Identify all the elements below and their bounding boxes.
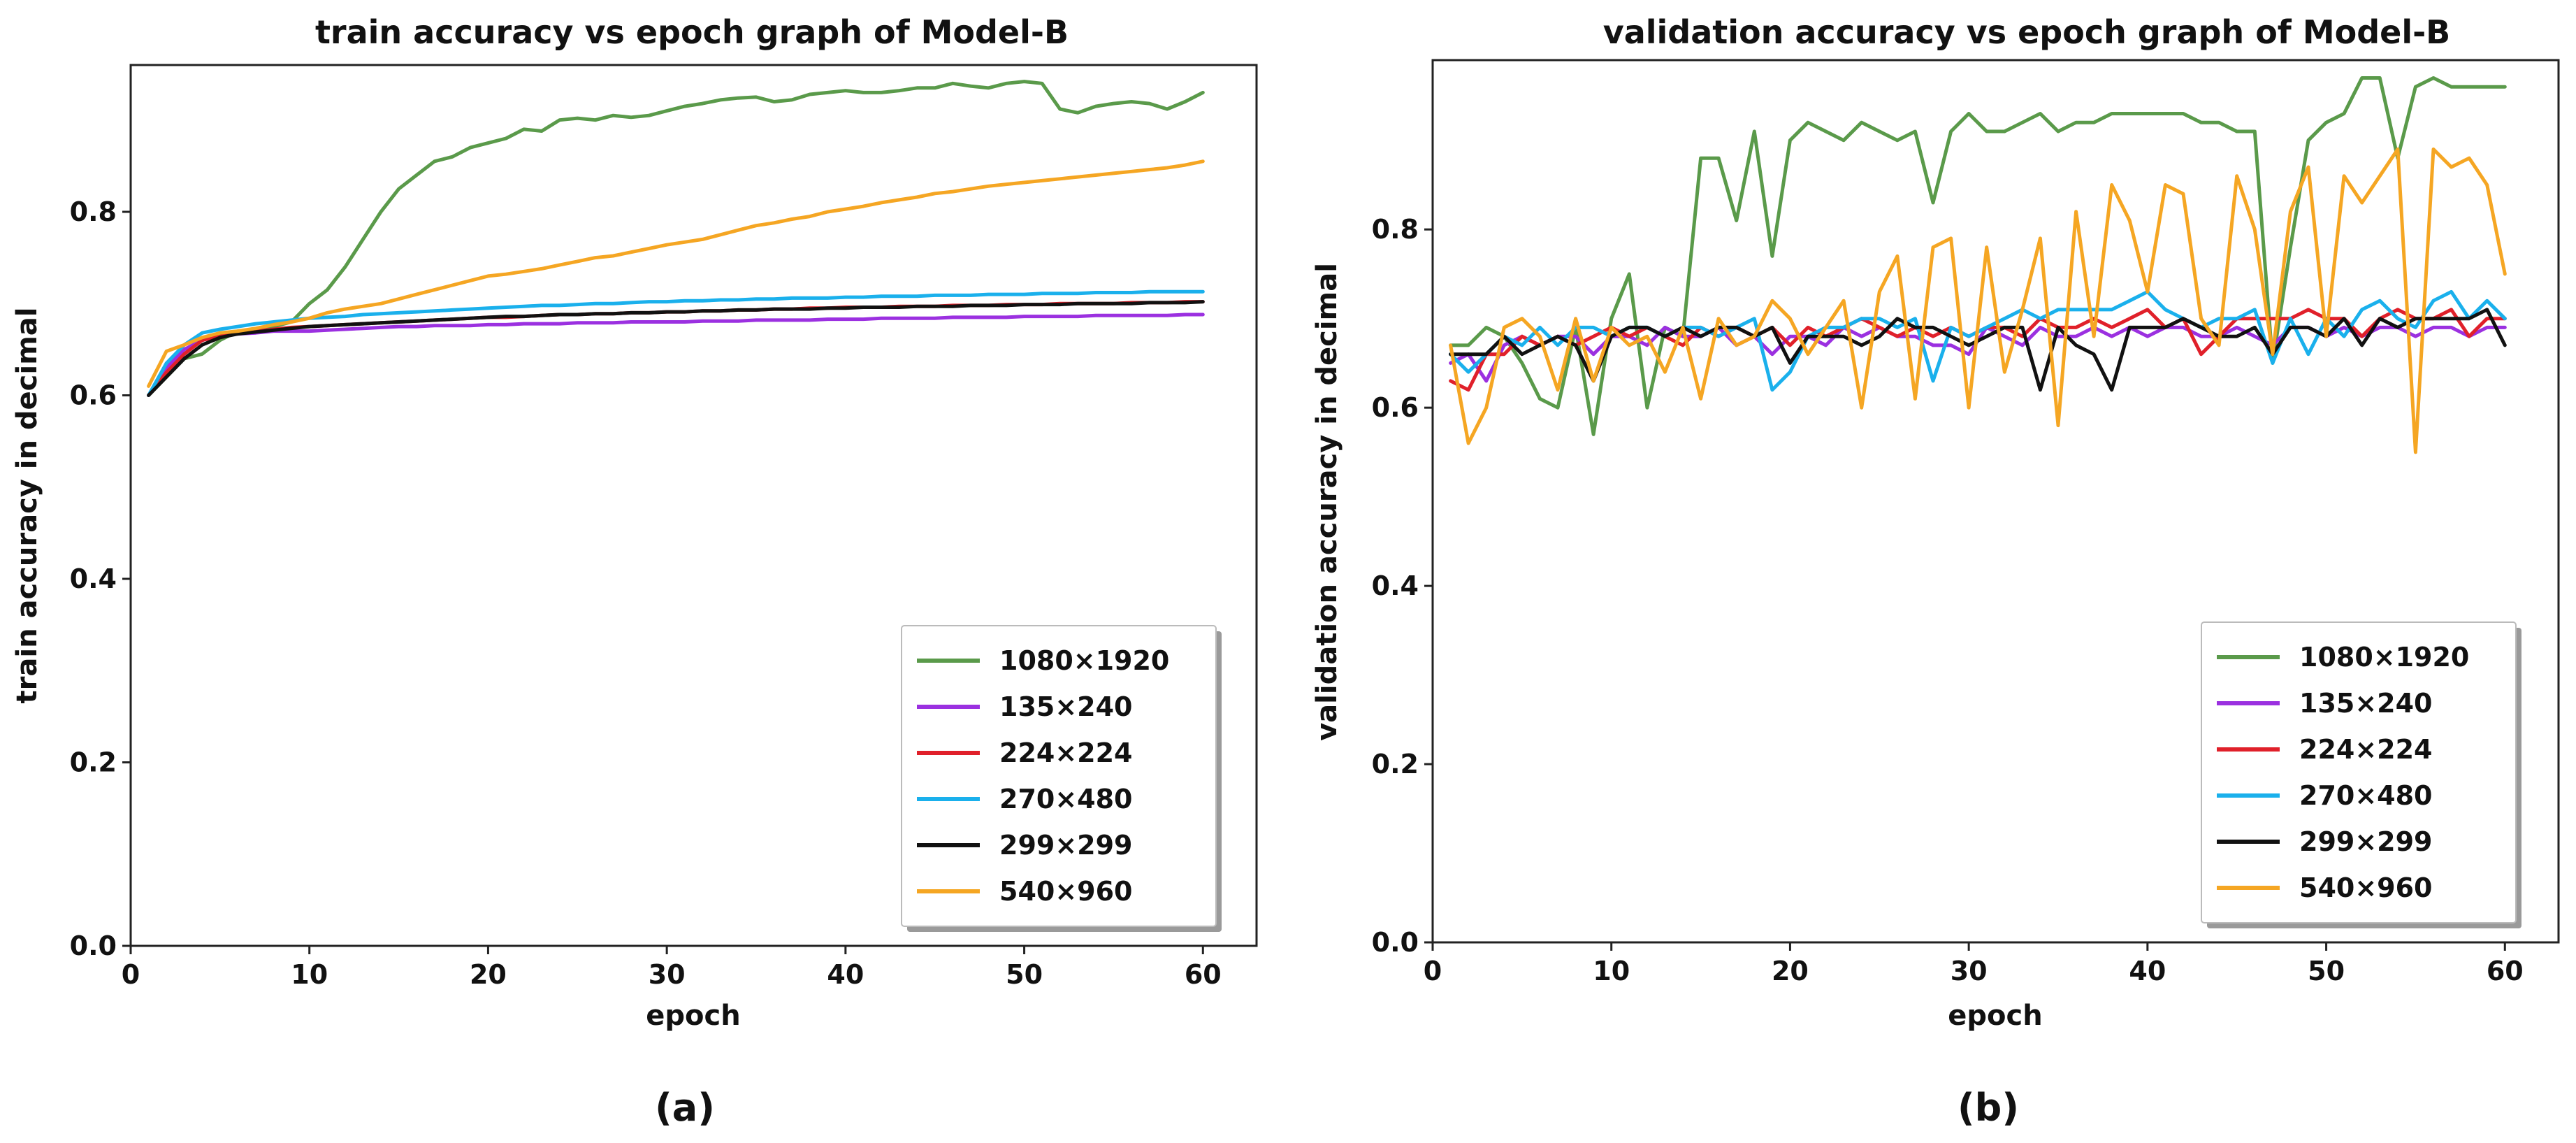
legend-box bbox=[901, 625, 1217, 927]
x-tick-label: 30 bbox=[649, 959, 686, 990]
y-tick-label: 0.2 bbox=[1372, 749, 1419, 779]
y-tick-label: 0.8 bbox=[1372, 214, 1419, 245]
panel-label-a: (a) bbox=[655, 1086, 715, 1130]
series-line-4 bbox=[147, 300, 1205, 397]
x-tick-label: 10 bbox=[1593, 956, 1630, 986]
legend-label: 1080×1920 bbox=[2299, 642, 2469, 673]
x-tick-label: 10 bbox=[291, 959, 328, 990]
legend-b: 1080×1920 135×240 224×224 270×480 299×299 540… bbox=[2201, 621, 2521, 928]
panel-label-b: (b) bbox=[1958, 1086, 2019, 1130]
series-line-1 bbox=[147, 312, 1205, 397]
series-lines-b bbox=[1449, 76, 2507, 454]
legend-label: 540×960 bbox=[2299, 872, 2432, 903]
x-tick-label: 20 bbox=[470, 959, 507, 990]
legend-label: 299×299 bbox=[2299, 826, 2432, 857]
y-axis-label-a: train accuracy in decimal bbox=[11, 308, 43, 704]
series-line-5 bbox=[147, 159, 1205, 388]
x-axis-label-a: epoch bbox=[646, 1000, 740, 1032]
x-tick-label: 50 bbox=[1006, 959, 1043, 990]
x-tick-label: 60 bbox=[1185, 959, 1222, 990]
legend-label: 540×960 bbox=[999, 876, 1132, 907]
y-tick-label: 0.2 bbox=[70, 747, 117, 778]
y-tick-label: 0.0 bbox=[1372, 927, 1419, 958]
axis-ticks-a: 0 10 20 30 40 50 60 0.0 0.2 0.4 0.6 0.8 bbox=[70, 196, 1222, 990]
legend-label: 224×224 bbox=[2299, 734, 2432, 765]
axis-ticks-b: 0 10 20 30 40 50 60 0.0 0.2 0.4 0.6 0.8 bbox=[1372, 214, 2524, 986]
x-tick-label: 40 bbox=[2129, 956, 2166, 986]
legend-label: 135×240 bbox=[999, 691, 1132, 722]
legend-label: 270×480 bbox=[999, 784, 1132, 814]
y-tick-label: 0.4 bbox=[70, 563, 117, 594]
chart-title-a: train accuracy vs epoch graph of Model-B bbox=[315, 13, 1069, 51]
legend-a: 1080×1920 135×240 224×224 270×480 299×299 540… bbox=[901, 625, 1222, 932]
x-tick-label: 30 bbox=[1951, 956, 1988, 986]
legend-label: 299×299 bbox=[999, 830, 1132, 861]
legend-label: 135×240 bbox=[2299, 688, 2432, 719]
y-tick-label: 0.0 bbox=[70, 930, 117, 961]
legend-label: 224×224 bbox=[999, 738, 1132, 768]
series-line-3 bbox=[147, 289, 1205, 397]
chart-panel-b: validation accuracy vs epoch graph of Mo… bbox=[1311, 13, 2560, 1130]
legend-box bbox=[2201, 621, 2517, 923]
y-tick-label: 0.6 bbox=[70, 380, 117, 411]
x-tick-label: 40 bbox=[827, 959, 864, 990]
y-tick-label: 0.4 bbox=[1372, 570, 1419, 601]
x-tick-label: 50 bbox=[2308, 956, 2345, 986]
series-line-0 bbox=[1449, 76, 2507, 436]
y-tick-label: 0.6 bbox=[1372, 392, 1419, 423]
y-tick-label: 0.8 bbox=[70, 196, 117, 227]
x-tick-label: 0 bbox=[122, 959, 140, 990]
chart-panel-a: train accuracy vs epoch graph of Model-B… bbox=[11, 13, 1258, 1130]
series-lines-a bbox=[147, 80, 1205, 397]
x-tick-label: 20 bbox=[1772, 956, 1809, 986]
x-tick-label: 0 bbox=[1424, 956, 1442, 986]
x-axis-label-b: epoch bbox=[1948, 1000, 2042, 1032]
series-line-5 bbox=[1449, 148, 2507, 454]
legend-label: 270×480 bbox=[2299, 780, 2432, 811]
y-axis-label-b: validation accuracy in decimal bbox=[1311, 263, 1343, 741]
chart-title-b: validation accuracy vs epoch graph of Mo… bbox=[1603, 13, 2451, 51]
x-tick-label: 60 bbox=[2487, 956, 2524, 986]
legend-label: 1080×1920 bbox=[999, 645, 1169, 676]
series-line-0 bbox=[147, 80, 1205, 397]
